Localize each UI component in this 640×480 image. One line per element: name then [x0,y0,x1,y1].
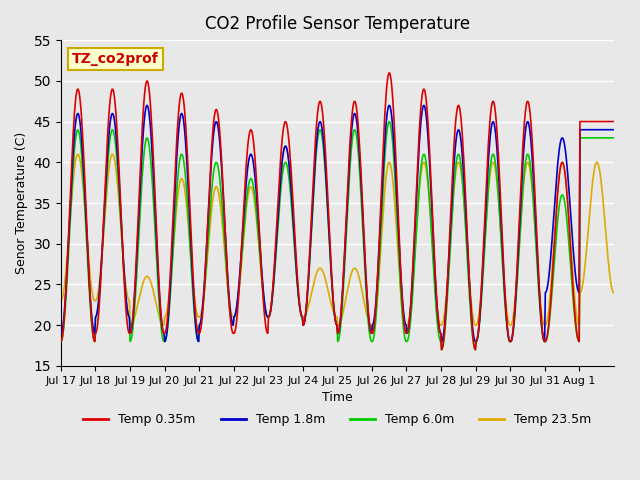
Title: CO2 Profile Sensor Temperature: CO2 Profile Sensor Temperature [205,15,470,33]
X-axis label: Time: Time [322,391,353,404]
Legend: Temp 0.35m, Temp 1.8m, Temp 6.0m, Temp 23.5m: Temp 0.35m, Temp 1.8m, Temp 6.0m, Temp 2… [78,408,596,432]
Text: TZ_co2prof: TZ_co2prof [72,52,159,66]
Y-axis label: Senor Temperature (C): Senor Temperature (C) [15,132,28,274]
